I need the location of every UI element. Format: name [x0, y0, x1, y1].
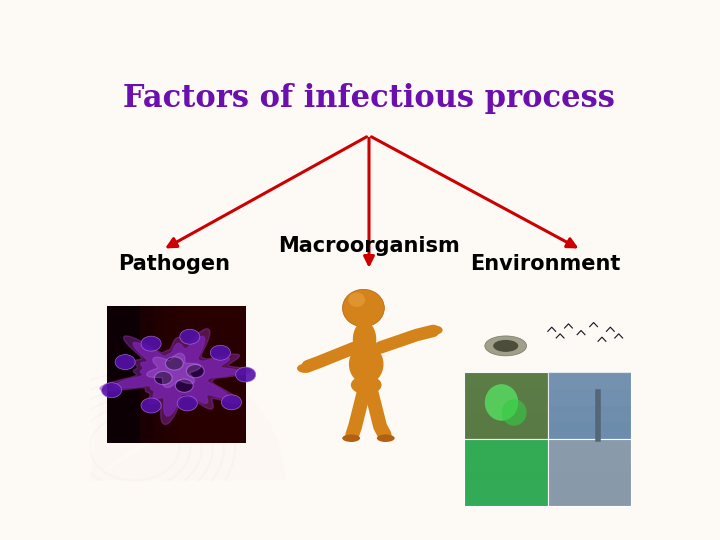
Ellipse shape	[377, 435, 395, 442]
Bar	[464, 497, 548, 505]
Circle shape	[222, 395, 241, 410]
Text: Pathogen: Pathogen	[118, 254, 230, 274]
Bar	[166, 306, 246, 443]
Text: Factors of infectious process: Factors of infectious process	[123, 83, 615, 113]
Ellipse shape	[353, 321, 377, 357]
Bar	[464, 406, 548, 414]
Bar	[548, 464, 631, 472]
Ellipse shape	[427, 326, 443, 335]
Polygon shape	[147, 353, 201, 388]
Bar	[548, 414, 631, 422]
Bar	[153, 306, 246, 443]
Text: Macroorganism: Macroorganism	[278, 236, 460, 256]
Bar	[464, 422, 548, 431]
Circle shape	[186, 364, 204, 378]
Circle shape	[141, 398, 161, 413]
Circle shape	[180, 329, 200, 344]
Bar	[464, 464, 548, 472]
Bar	[464, 381, 548, 389]
Circle shape	[141, 336, 161, 351]
Bar	[548, 381, 631, 389]
Ellipse shape	[349, 345, 384, 384]
Bar	[464, 439, 548, 505]
Bar	[548, 456, 631, 464]
Circle shape	[166, 357, 184, 370]
Bar	[548, 439, 631, 505]
Ellipse shape	[351, 376, 382, 394]
Bar	[548, 497, 631, 505]
Bar	[548, 397, 631, 406]
Bar	[548, 472, 631, 481]
Ellipse shape	[502, 399, 526, 426]
Bar	[464, 439, 548, 447]
Bar	[464, 389, 548, 397]
Polygon shape	[100, 329, 251, 424]
Bar	[548, 447, 631, 456]
Bar	[548, 373, 631, 439]
Ellipse shape	[297, 364, 312, 373]
Bar	[548, 431, 631, 439]
Bar	[548, 406, 631, 422]
Bar	[464, 472, 548, 481]
Bar	[548, 422, 631, 431]
Polygon shape	[113, 336, 238, 416]
Bar	[548, 489, 631, 497]
Circle shape	[154, 372, 172, 384]
Circle shape	[235, 367, 256, 382]
Bar	[548, 422, 631, 439]
Circle shape	[102, 383, 122, 397]
Ellipse shape	[343, 289, 384, 327]
Bar	[548, 389, 631, 397]
Bar	[464, 456, 548, 464]
Circle shape	[175, 379, 193, 393]
Bar	[464, 431, 548, 439]
Bar	[548, 373, 631, 389]
Bar	[548, 373, 631, 381]
Bar	[464, 414, 548, 422]
Circle shape	[115, 355, 135, 369]
Bar	[464, 373, 548, 381]
Bar	[548, 406, 631, 414]
Bar	[464, 447, 548, 456]
Bar	[548, 481, 631, 489]
Bar	[178, 306, 246, 443]
Bar	[464, 481, 548, 489]
Ellipse shape	[485, 336, 526, 356]
Bar	[548, 389, 631, 406]
Text: Environment: Environment	[469, 254, 620, 274]
Bar	[464, 489, 548, 497]
Ellipse shape	[485, 384, 518, 421]
Bar	[140, 306, 246, 443]
Circle shape	[177, 396, 197, 411]
Bar	[464, 373, 548, 439]
Bar	[548, 439, 631, 447]
Bar	[464, 397, 548, 406]
Ellipse shape	[493, 340, 518, 352]
Ellipse shape	[342, 435, 360, 442]
Bar	[190, 306, 246, 443]
Ellipse shape	[348, 293, 365, 307]
Circle shape	[210, 345, 230, 360]
Bar	[107, 306, 246, 443]
